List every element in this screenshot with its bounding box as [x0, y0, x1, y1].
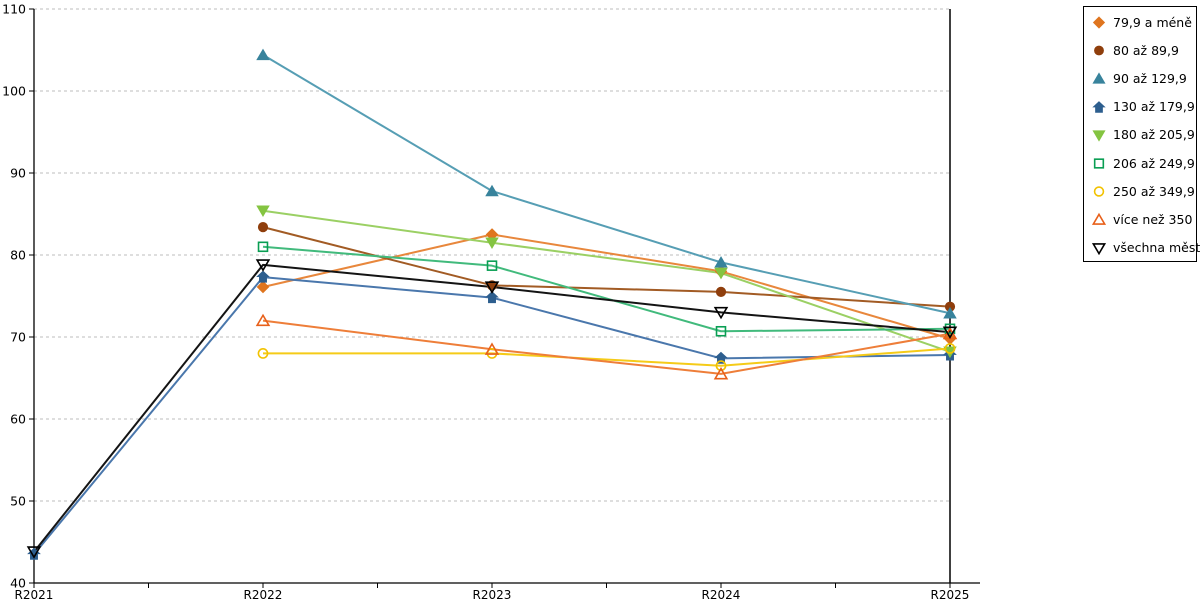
series-marker-triangle-down-filled-icon	[256, 205, 270, 218]
y-tick-label: 60	[10, 412, 26, 427]
legend-item-label: 250 až 349,9	[1113, 183, 1195, 199]
series-line	[262, 319, 951, 375]
series-line	[262, 54, 951, 315]
series-marker-circle-filled-icon	[715, 286, 727, 297]
legend-marker-triangle-up-hollow-icon	[1092, 213, 1106, 226]
series-line	[263, 347, 951, 367]
series-line	[33, 263, 951, 553]
series-marker-square-hollow-icon	[257, 241, 269, 253]
series-marker-circle-filled-icon	[1094, 45, 1104, 56]
legend-item-label: více než 350	[1113, 211, 1193, 227]
legend-item: 90 až 129,9	[1092, 64, 1196, 92]
series-marker-pentagon-filled-icon	[256, 270, 270, 283]
legend-item-label: 206 až 249,9	[1113, 155, 1195, 171]
legend-item: 180 až 205,9	[1092, 121, 1196, 149]
legend-item-label: všechna města	[1113, 240, 1200, 256]
series-marker-pentagon-filled-icon	[485, 291, 499, 304]
series-marker-circle-filled-icon	[257, 222, 269, 233]
series-marker-pentagon-filled-icon	[1092, 100, 1106, 113]
legend-marker-circle-filled-icon	[1094, 45, 1104, 56]
legend-item: více než 350	[1092, 205, 1196, 233]
y-tick-label: 40	[10, 576, 26, 591]
series-marker-triangle-up-filled-icon	[256, 48, 270, 61]
series-line	[262, 226, 951, 308]
series-marker-triangle-down-hollow-icon	[1092, 242, 1106, 255]
series-marker-circle-hollow-icon	[944, 343, 956, 354]
series-marker-diamond-filled-icon	[1092, 16, 1106, 29]
series-line	[33, 276, 951, 555]
series-marker-circle-hollow-icon	[715, 360, 727, 372]
legend-marker-triangle-up-filled-icon	[1092, 72, 1106, 85]
series-line	[262, 209, 951, 353]
series-marker-diamond-filled-icon	[256, 280, 270, 294]
legend-item: všechna města	[1092, 234, 1200, 262]
y-tick-label: 70	[10, 330, 26, 345]
series-marker-square-hollow-icon	[486, 260, 498, 271]
series-marker-triangle-down-filled-icon	[714, 267, 728, 280]
legend-item: 79,9 a méně	[1092, 8, 1196, 36]
legend-item: 80 až 89,9	[1092, 36, 1196, 64]
series-marker-square-hollow-icon	[1093, 158, 1105, 169]
legend-item-label: 130 až 179,9	[1113, 99, 1195, 115]
legend-item: 130 až 179,9	[1092, 93, 1196, 121]
series-marker-triangle-down-hollow-icon	[942, 326, 958, 339]
x-tick-label: R2024	[702, 588, 741, 600]
y-tick-label: 90	[10, 166, 26, 181]
legend-item: 206 až 249,9	[1092, 149, 1196, 177]
series-marker-triangle-up-hollow-icon	[1092, 213, 1106, 226]
series-marker-triangle-up-filled-icon	[1092, 72, 1106, 85]
x-tick-label: R2022	[244, 588, 283, 600]
series-marker-triangle-up-filled-icon	[714, 256, 728, 268]
legend-marker-triangle-down-filled-icon	[1092, 130, 1106, 142]
y-tick-label: 50	[10, 494, 26, 509]
y-tick-label: 80	[10, 248, 26, 263]
series-marker-circle-hollow-icon	[257, 348, 269, 359]
x-tick-label: R2025	[931, 588, 970, 600]
series-marker-triangle-up-hollow-icon	[255, 313, 271, 327]
legend-marker-triangle-down-hollow-icon	[1092, 242, 1106, 255]
series-marker-triangle-up-hollow-icon	[713, 366, 729, 380]
legend-marker-circle-hollow-icon	[1093, 186, 1105, 197]
legend-item-label: 180 až 205,9	[1113, 127, 1195, 143]
legend-item: 250 až 349,9	[1092, 177, 1196, 205]
series-marker-triangle-up-filled-icon	[943, 306, 957, 319]
series-marker-triangle-down-filled-icon	[485, 237, 499, 250]
series-marker-circle-hollow-icon	[1093, 186, 1105, 197]
series-marker-triangle-up-hollow-icon	[484, 342, 500, 355]
legend-item-label: 90 až 129,9	[1113, 70, 1187, 86]
y-tick-label: 110	[2, 2, 26, 17]
legend-item-label: 79,9 a méně	[1113, 14, 1192, 30]
series-marker-triangle-up-filled-icon	[485, 184, 499, 197]
series-marker-triangle-down-filled-icon	[1092, 130, 1106, 142]
x-tick-label: R2021	[15, 588, 54, 600]
series-marker-square-hollow-icon	[715, 325, 727, 337]
legend-marker-pentagon-filled-icon	[1092, 100, 1106, 113]
series-line	[262, 233, 951, 340]
series-marker-triangle-down-hollow-icon	[713, 306, 729, 320]
series-line	[262, 245, 951, 333]
series-marker-triangle-down-hollow-icon	[26, 546, 42, 559]
legend-marker-square-hollow-icon	[1093, 158, 1105, 169]
y-tick-label: 100	[2, 84, 26, 99]
legend-marker-diamond-filled-icon	[1092, 16, 1106, 29]
series-marker-triangle-down-hollow-icon	[255, 259, 271, 272]
x-tick-label: R2023	[473, 588, 512, 600]
series-marker-triangle-down-hollow-icon	[484, 281, 500, 294]
series-marker-pentagon-filled-icon	[714, 351, 728, 364]
legend-item-label: 80 až 89,9	[1113, 42, 1179, 58]
legend-box: 79,9 a méně 80 až 89,9 90 až 129,9 130 až 1…	[1083, 6, 1200, 262]
